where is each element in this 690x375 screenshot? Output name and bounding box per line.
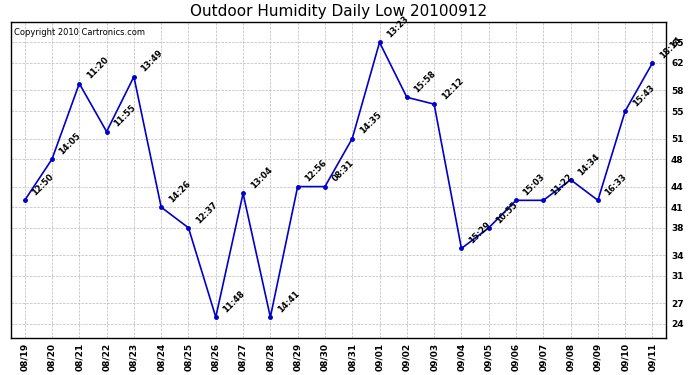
Text: 14:26: 14:26 [167, 179, 192, 204]
Text: 13:23: 13:23 [385, 14, 411, 39]
Text: 13:04: 13:04 [248, 165, 274, 190]
Text: 11:48: 11:48 [221, 289, 246, 314]
Text: 18:14: 18:14 [658, 35, 683, 60]
Text: 08:31: 08:31 [331, 159, 355, 184]
Text: 12:56: 12:56 [303, 159, 328, 184]
Text: 14:34: 14:34 [576, 152, 602, 177]
Text: 11:20: 11:20 [85, 56, 110, 81]
Text: 15:03: 15:03 [522, 172, 546, 198]
Text: 15:58: 15:58 [413, 69, 437, 94]
Text: 12:12: 12:12 [440, 76, 465, 101]
Text: 14:05: 14:05 [57, 131, 83, 156]
Text: 16:33: 16:33 [604, 172, 629, 198]
Text: 11:55: 11:55 [112, 104, 137, 129]
Text: 15:29: 15:29 [467, 220, 492, 246]
Text: 14:35: 14:35 [358, 111, 383, 136]
Text: 13:49: 13:49 [139, 49, 165, 74]
Text: 15:43: 15:43 [631, 83, 656, 108]
Text: 10:55: 10:55 [494, 200, 520, 225]
Title: Outdoor Humidity Daily Low 20100912: Outdoor Humidity Daily Low 20100912 [190, 4, 487, 19]
Text: 12:50: 12:50 [30, 172, 56, 198]
Text: 11:22: 11:22 [549, 172, 574, 198]
Text: 14:41: 14:41 [276, 289, 302, 314]
Text: Copyright 2010 Cartronics.com: Copyright 2010 Cartronics.com [14, 28, 146, 37]
Text: 12:37: 12:37 [194, 200, 219, 225]
